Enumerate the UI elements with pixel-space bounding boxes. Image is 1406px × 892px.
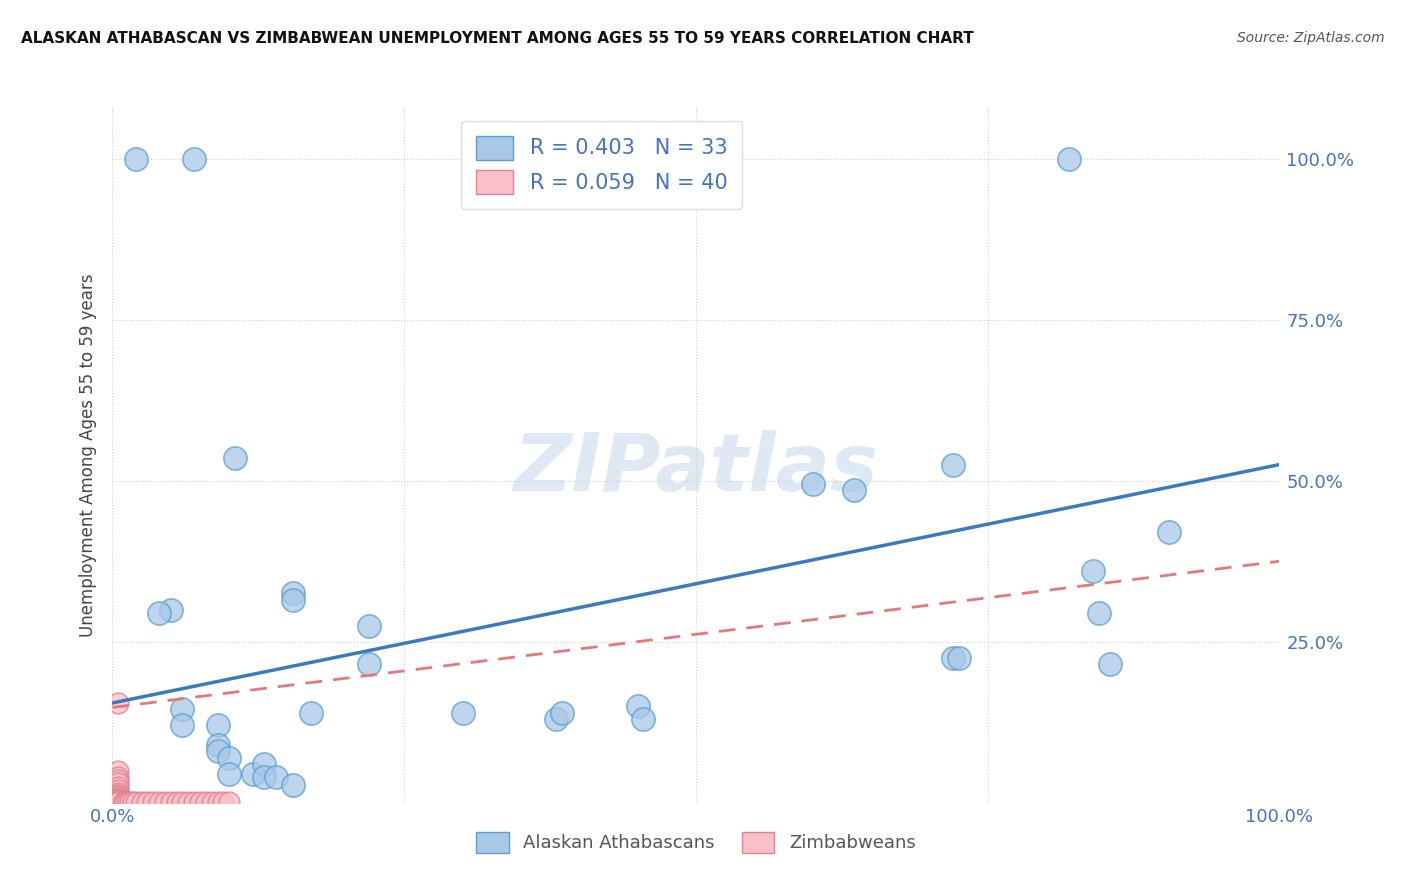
Point: [1081, 564, 1104, 578]
Point: [283, 778, 305, 792]
Point: [801, 476, 824, 491]
Point: [172, 718, 194, 732]
Point: [207, 744, 229, 758]
Point: [218, 750, 240, 764]
Point: [131, 795, 153, 809]
Point: [107, 773, 129, 788]
Point: [212, 795, 235, 809]
Point: [112, 795, 135, 809]
Text: ZIPatlas: ZIPatlas: [513, 430, 879, 508]
Text: Source: ZipAtlas.com: Source: ZipAtlas.com: [1237, 31, 1385, 45]
Point: [107, 790, 129, 805]
Point: [207, 718, 229, 732]
Point: [107, 792, 129, 806]
Point: [107, 783, 129, 797]
Point: [172, 702, 194, 716]
Point: [107, 788, 129, 802]
Point: [107, 794, 129, 808]
Point: [125, 795, 148, 809]
Point: [207, 738, 229, 752]
Point: [948, 651, 970, 665]
Point: [118, 795, 141, 809]
Point: [142, 795, 165, 809]
Point: [166, 795, 188, 809]
Y-axis label: Unemployment Among Ages 55 to 59 years: Unemployment Among Ages 55 to 59 years: [79, 273, 97, 637]
Point: [117, 795, 139, 809]
Point: [299, 706, 322, 720]
Point: [451, 706, 474, 720]
Point: [107, 780, 129, 794]
Point: [242, 767, 264, 781]
Point: [148, 795, 170, 809]
Point: [1157, 525, 1180, 540]
Point: [218, 795, 240, 809]
Point: [160, 795, 183, 809]
Point: [842, 483, 865, 498]
Point: [148, 606, 170, 620]
Point: [1059, 152, 1081, 166]
Point: [201, 795, 224, 809]
Point: [633, 712, 655, 726]
Point: [283, 592, 305, 607]
Point: [359, 657, 381, 672]
Point: [107, 792, 129, 806]
Point: [942, 651, 965, 665]
Point: [264, 770, 287, 784]
Point: [253, 770, 276, 784]
Point: [253, 757, 276, 772]
Point: [122, 795, 145, 809]
Point: [359, 618, 381, 632]
Point: [183, 795, 205, 809]
Point: [136, 795, 159, 809]
Point: [1099, 657, 1122, 672]
Point: [107, 696, 129, 710]
Point: [544, 712, 567, 726]
Point: [112, 795, 135, 809]
Point: [224, 451, 246, 466]
Point: [107, 776, 129, 790]
Point: [627, 699, 650, 714]
Point: [160, 602, 183, 616]
Point: [107, 789, 129, 804]
Text: ALASKAN ATHABASCAN VS ZIMBABWEAN UNEMPLOYMENT AMONG AGES 55 TO 59 YEARS CORRELAT: ALASKAN ATHABASCAN VS ZIMBABWEAN UNEMPLO…: [21, 31, 974, 46]
Point: [551, 706, 574, 720]
Point: [115, 795, 138, 809]
Point: [107, 793, 129, 807]
Point: [172, 795, 194, 809]
Point: [177, 795, 200, 809]
Legend: Alaskan Athabascans, Zimbabweans: Alaskan Athabascans, Zimbabweans: [465, 821, 927, 863]
Point: [942, 458, 965, 472]
Point: [125, 152, 148, 166]
Point: [207, 795, 229, 809]
Point: [283, 586, 305, 600]
Point: [194, 795, 217, 809]
Point: [107, 770, 129, 784]
Point: [107, 795, 129, 809]
Point: [183, 152, 205, 166]
Point: [107, 764, 129, 778]
Point: [188, 795, 211, 809]
Point: [218, 767, 240, 781]
Point: [153, 795, 176, 809]
Point: [112, 795, 135, 809]
Point: [107, 786, 129, 800]
Point: [1087, 606, 1109, 620]
